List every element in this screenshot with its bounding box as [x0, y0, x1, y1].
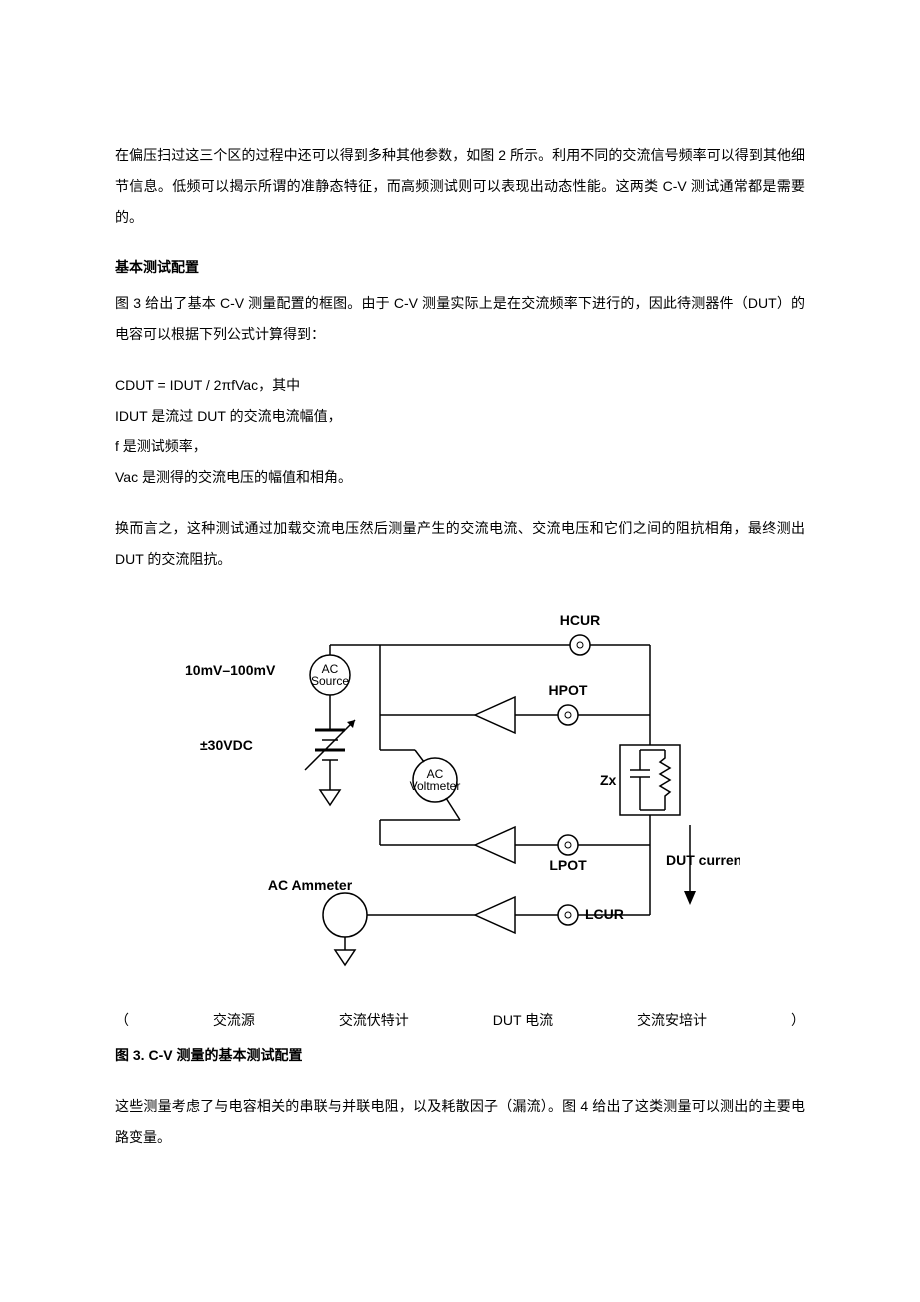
paragraph-4: 这些测量考虑了与电容相关的串联与并联电阻，以及耗散因子（漏流）。图 4 给出了这…	[115, 1091, 805, 1153]
legend-dut-current: DUT 电流	[493, 1005, 553, 1036]
label-ac-ammeter: AC Ammeter	[268, 877, 353, 893]
document-page: 在偏压扫过这三个区的过程中还可以得到多种其他参数，如图 2 所示。利用不同的交流…	[0, 0, 920, 1273]
figure-3-caption: 图 3. C-V 测量的基本测试配置	[115, 1040, 805, 1071]
legend-open: （	[115, 1005, 129, 1036]
label-hcur: HCUR	[560, 612, 600, 628]
paragraph-3: 换而言之，这种测试通过加载交流电压然后测量产生的交流电流、交流电压和它们之间的阻…	[115, 513, 805, 575]
heading-basic-config: 基本测试配置	[115, 252, 805, 283]
label-hpot: HPOT	[549, 682, 588, 698]
label-ac-range: 10mV–100mV	[185, 662, 276, 678]
label-dut-current: DUT current	[666, 852, 740, 868]
label-source: Source	[311, 674, 349, 688]
formula-idut: IDUT 是流过 DUT 的交流电流幅值，	[115, 401, 805, 432]
figure-legend: （ 交流源 交流伏特计 DUT 电流 交流安培计 ）	[115, 1005, 805, 1036]
label-lcur: LCUR	[585, 906, 624, 922]
formula-f: f 是测试频率，	[115, 431, 805, 462]
formula-vac: Vac 是测得的交流电压的幅值和相角。	[115, 462, 805, 493]
legend-ac-voltmeter: 交流伏特计	[339, 1005, 409, 1036]
svg-text:Voltmeter: Voltmeter	[410, 779, 461, 793]
paragraph-2: 图 3 给出了基本 C-V 测量配置的框图。由于 C-V 测量实际上是在交流频率…	[115, 288, 805, 350]
formula-cdut: CDUT = IDUT / 2πfVac，其中	[115, 370, 805, 401]
label-lpot: LPOT	[549, 857, 587, 873]
legend-close: ）	[791, 1005, 805, 1036]
figure-3: HCUR AC Source 10mV–100mV ±30VDC	[115, 595, 805, 975]
legend-ac-source: 交流源	[213, 1005, 255, 1036]
paragraph-1: 在偏压扫过这三个区的过程中还可以得到多种其他参数，如图 2 所示。利用不同的交流…	[115, 140, 805, 232]
label-dc-range: ±30VDC	[200, 737, 253, 753]
cv-circuit-diagram: HCUR AC Source 10mV–100mV ±30VDC	[180, 595, 740, 975]
label-zx: Zx	[600, 772, 617, 788]
legend-ac-ammeter: 交流安培计	[637, 1005, 707, 1036]
